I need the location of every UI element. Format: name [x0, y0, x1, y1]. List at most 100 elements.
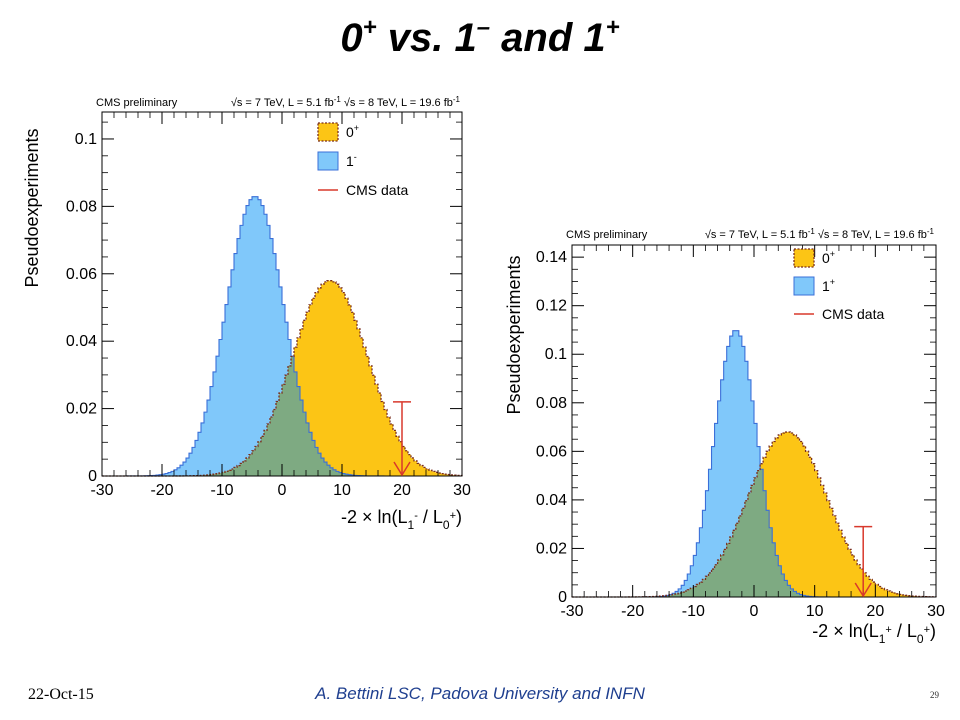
legend-label: CMS data [822, 306, 884, 322]
series-1--fill [102, 196, 462, 476]
header-right-part: √s = 7 TeV, L = 5.1 fb [705, 229, 808, 241]
header-right: √s = 7 TeV, L = 5.1 fb -1 √s = 8 TeV, L =… [705, 227, 935, 241]
series-0+-line [572, 431, 937, 598]
legend-swatch-blue [793, 276, 815, 296]
x-tick-label: 30 [927, 603, 945, 620]
x-axis-label: -2 × ln(L1+ / L0+) [812, 621, 936, 646]
y-tick-label: 0.08 [536, 395, 567, 412]
x-tick-label: 0 [278, 482, 287, 499]
x-axis-label-part: 1 [879, 632, 886, 646]
legend-item-data: CMS data [794, 306, 884, 322]
x-axis-label-part: / L [418, 507, 443, 527]
x-tick-label: -30 [90, 482, 113, 499]
legend-label-sup: + [830, 249, 835, 259]
legend-item-data: CMS data [318, 182, 408, 198]
y-tick-label: 0.12 [536, 298, 567, 315]
x-axis-label-part: + [924, 624, 930, 636]
x-axis-label-part: ) [456, 507, 462, 527]
legend-label: CMS data [346, 182, 408, 198]
y-tick-label: 0.04 [536, 492, 567, 509]
title-part: and 1 [490, 16, 606, 60]
x-axis-label-part: 0 [917, 632, 924, 646]
y-tick-label: 0.1 [545, 346, 567, 363]
footer-date: 22-Oct-15 [28, 686, 94, 703]
cms-data-marker [393, 401, 411, 477]
x-tick-label: 20 [866, 603, 884, 620]
x-axis-label-part: - [414, 510, 418, 522]
title-part: vs. 1 [376, 16, 477, 60]
x-axis-label-part: ) [930, 621, 936, 641]
legend-swatch-orange [793, 248, 815, 268]
header-left: CMS preliminary [96, 97, 178, 109]
legend-item-0+: 0+ [793, 248, 835, 268]
header-right-part: -1 [453, 95, 461, 104]
header-right-part: √s = 8 TeV, L = 19.6 fb [815, 229, 927, 241]
x-tick-label: 10 [806, 603, 824, 620]
title-sup: + [362, 14, 377, 41]
title-part: 0 [340, 16, 363, 60]
legend-label-text: 0 [346, 124, 354, 140]
legend-label: 1+ [822, 277, 835, 294]
title-sup: + [605, 14, 620, 41]
header-right: √s = 7 TeV, L = 5.1 fb -1 √s = 8 TeV, L =… [231, 95, 461, 109]
legend-item-0+: 0+ [317, 122, 359, 142]
overlap-fill [102, 356, 462, 476]
y-tick-label: 0 [88, 468, 97, 485]
y-tick-label: 0.1 [75, 131, 97, 148]
legend-item-1+: 1+ [793, 276, 835, 296]
slide-title: 0+ vs. 1– and 1+ [0, 14, 960, 61]
cms-data-arrowhead [393, 461, 411, 477]
legend-label: 1- [346, 152, 357, 169]
legend-label-text: 1 [346, 153, 354, 169]
x-tick-label: -10 [210, 482, 233, 499]
series-0+-fill [102, 280, 462, 476]
legend-label-sup: - [354, 152, 357, 162]
y-axis-label: Pseudoexperiments [504, 255, 524, 414]
x-axis-label-part: + [885, 624, 891, 636]
y-tick-label: 0.14 [536, 249, 567, 266]
legend-item-1-: 1- [317, 151, 357, 171]
x-tick-label: 10 [333, 482, 351, 499]
footer-author: A. Bettini LSC, Padova University and IN… [315, 684, 645, 703]
legend-swatch-orange [317, 122, 339, 142]
legend-label: 0+ [346, 123, 359, 140]
x-axis-label-part: -2 × ln(L [341, 507, 408, 527]
chart-1: -30 -20 -10 0 10 20 3000.020.040.060.080.1CMS … [22, 95, 471, 532]
x-tick-label: -20 [150, 482, 173, 499]
legend-swatch-blue [317, 151, 339, 171]
header-right-part: -1 [927, 227, 935, 236]
x-tick-label: -20 [621, 603, 644, 620]
legend-label: 0+ [822, 249, 835, 266]
legend-label-text: CMS data [822, 306, 884, 322]
y-tick-label: 0.06 [66, 266, 97, 283]
header-right-part: √s = 7 TeV, L = 5.1 fb [231, 97, 334, 109]
legend-label-text: 1 [822, 278, 830, 294]
legend-label-sup: + [354, 123, 359, 133]
header-right-part: √s = 8 TeV, L = 19.6 fb [341, 97, 453, 109]
header-left: CMS preliminary [566, 229, 648, 241]
x-axis-label-part: + [450, 510, 456, 522]
x-tick-label: -10 [682, 603, 705, 620]
y-axis-label: Pseudoexperiments [22, 128, 42, 287]
cms-data-arrowhead [854, 582, 872, 598]
x-axis-label-part: 1 [408, 518, 415, 532]
y-tick-label: 0.04 [66, 333, 97, 350]
x-axis-label: -2 × ln(L1- / L0+) [341, 507, 462, 532]
x-tick-label: -30 [560, 603, 583, 620]
x-axis-label-part: -2 × ln(L [812, 621, 879, 641]
series-1+-fill [572, 330, 936, 597]
y-tick-label: 0.08 [66, 198, 97, 215]
y-tick-label: 0.06 [536, 443, 567, 460]
legend-label-sup: + [830, 277, 835, 287]
x-tick-label: 20 [393, 482, 411, 499]
page-number: 29 [930, 690, 939, 700]
y-tick-label: 0.02 [66, 401, 97, 418]
chart-2: -30 -20 -10 0 10 20 3000.020.040.060.080.10.12… [504, 227, 945, 646]
title-sup: – [476, 14, 491, 41]
y-tick-label: 0 [558, 589, 567, 606]
x-tick-label: 30 [453, 482, 471, 499]
y-tick-label: 0.02 [536, 540, 567, 557]
legend-label-text: CMS data [346, 182, 408, 198]
legend-label-text: 0 [822, 250, 830, 266]
